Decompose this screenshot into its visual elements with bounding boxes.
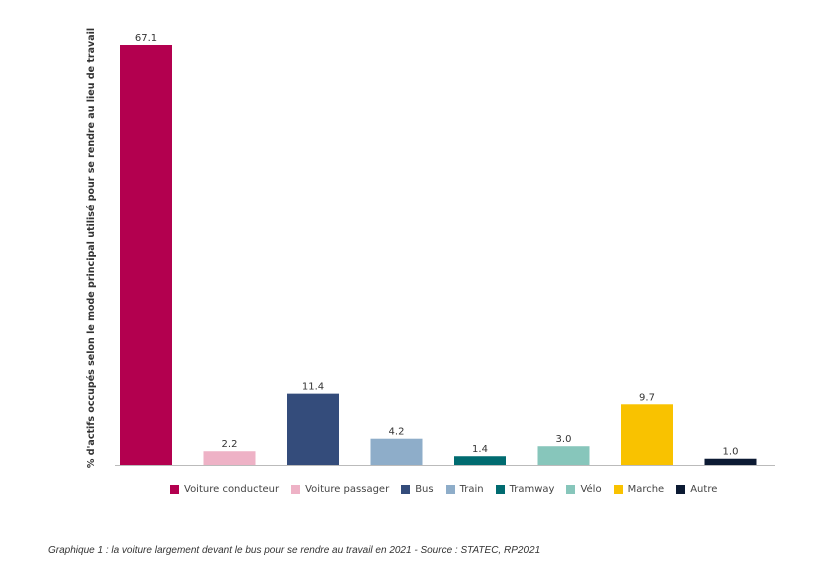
legend: Voiture conducteur Voiture passager Bus Tra… [170, 484, 717, 495]
legend-swatch [170, 485, 179, 494]
legend-label: Bus [415, 484, 434, 495]
bar-autre [704, 458, 757, 465]
data-label: 1.4 [472, 444, 488, 455]
bar-marche [621, 404, 673, 465]
data-label: 9.7 [639, 392, 655, 403]
legend-swatch [566, 485, 576, 494]
data-label: 67.1 [135, 33, 157, 44]
legend-swatch [676, 485, 686, 494]
data-label: 4.2 [389, 427, 405, 438]
legend-item: Bus [401, 484, 434, 495]
legend-label: Marche [627, 484, 665, 495]
bar-tramway [454, 456, 506, 465]
legend-item: Marche [613, 484, 665, 495]
y-axis-label: % d'actifs occupés selon le mode princip… [86, 28, 97, 468]
legend-item: Voiture passager [291, 484, 389, 495]
bar-voiture-passager [203, 451, 256, 465]
legend-swatch [445, 485, 455, 494]
bar-bus [287, 393, 339, 465]
legend-swatch [291, 485, 301, 494]
data-label: 1.0 [723, 447, 739, 458]
legend-swatch [613, 485, 623, 494]
legend-label: Voiture conducteur [184, 484, 280, 495]
legend-swatch [495, 485, 505, 494]
legend-item: Tramway [495, 484, 555, 495]
legend-label: Voiture passager [305, 484, 390, 495]
bar-train [370, 438, 423, 465]
data-label: 2.2 [222, 439, 238, 450]
bar-vélo [537, 446, 590, 465]
legend-item: Vélo [566, 484, 602, 495]
legend-item: Voiture conducteur [170, 484, 279, 495]
legend-swatch [401, 485, 411, 494]
legend-item: Autre [676, 484, 717, 495]
legend-label: Tramway [509, 484, 555, 495]
legend-label: Train [459, 484, 484, 495]
legend-item: Train [445, 484, 484, 495]
legend-label: Vélo [580, 484, 602, 495]
bar-voiture-conducteur [120, 45, 172, 465]
figure-caption: Graphique 1 : la voiture largement devan… [48, 545, 541, 556]
legend-label: Autre [690, 484, 718, 495]
data-label: 11.4 [302, 382, 324, 393]
data-label: 3.0 [556, 434, 572, 445]
